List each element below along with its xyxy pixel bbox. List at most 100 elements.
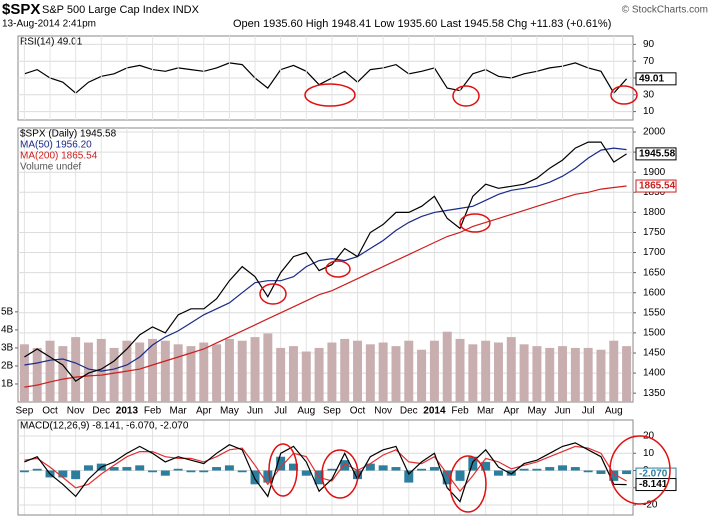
y-tick-label: 1350 (643, 388, 666, 399)
end-label-box (635, 179, 677, 193)
bar (506, 470, 516, 476)
bar (340, 460, 350, 471)
bar (122, 467, 132, 471)
bar (199, 470, 209, 473)
end-label: -2.070 (639, 469, 668, 480)
bar (378, 465, 388, 471)
series-line (24, 442, 627, 503)
bar (263, 333, 273, 402)
bar (71, 337, 81, 402)
legend-entry: MACD(12,26,9) -8.141, -6.070, -2.070 (20, 421, 189, 432)
bar (493, 470, 503, 476)
end-label: -8.141 (639, 479, 668, 490)
end-label-box (635, 72, 677, 86)
bar (365, 463, 375, 471)
bar (417, 349, 427, 402)
bar (519, 468, 529, 471)
y2-tick-label: 3B (1, 343, 14, 354)
bar (583, 347, 593, 402)
bar (173, 344, 183, 402)
y-tick-label: -20 (643, 500, 658, 511)
bar (583, 470, 593, 473)
bar (288, 463, 298, 471)
bar (314, 347, 324, 402)
bar (519, 344, 529, 402)
bar (493, 342, 503, 402)
x-tick-label: Feb (451, 406, 469, 417)
bar (173, 468, 183, 471)
bar (609, 340, 619, 402)
annotations (259, 83, 671, 513)
x-tick-label: Jun (247, 406, 263, 417)
series-line (24, 185, 627, 388)
y-tick-label: 20 (643, 431, 655, 442)
y-tick-label: 1450 (643, 348, 666, 359)
bar (83, 342, 93, 402)
bar (327, 468, 337, 471)
x-tick-label: Mar (170, 406, 188, 417)
y2-tick-label: 2B (1, 361, 14, 372)
bar (481, 461, 491, 471)
y-tick-label: 1400 (643, 368, 666, 379)
x-tick-label: Sep (16, 406, 34, 417)
index-name: S&P 500 Large Cap Index INDX (42, 4, 200, 16)
y-tick-label: 70 (643, 56, 655, 67)
x-tick-label: May (220, 406, 239, 417)
bar (442, 470, 452, 485)
bar (558, 346, 568, 402)
bar (19, 344, 29, 402)
bar (224, 338, 234, 402)
bar (212, 344, 222, 402)
bar (301, 351, 311, 402)
annotation-circle (452, 85, 480, 107)
bar (532, 468, 542, 471)
bar (404, 340, 414, 402)
bar (404, 470, 414, 483)
y-tick-label: 90 (643, 39, 655, 50)
annotation-circle (459, 213, 491, 233)
annotation-circle (259, 283, 287, 305)
legend-entry: MA(200) 1865.54 (20, 151, 98, 162)
bar (622, 346, 632, 402)
series-line (24, 445, 627, 493)
x-tick-label: Nov (374, 406, 392, 417)
bar (45, 340, 55, 402)
x-tick-label: Sep (323, 406, 341, 417)
bar (378, 342, 388, 402)
bar (391, 467, 401, 471)
bar (391, 346, 401, 402)
legend-entry: $SPX (Daily) 1945.58 (20, 129, 117, 140)
bar (609, 470, 619, 481)
legend-entry: MA(50) 1956.20 (20, 140, 92, 151)
y-tick-label: 1500 (643, 328, 666, 339)
x-tick-label: Apr (196, 406, 212, 417)
bar (71, 470, 81, 480)
x-tick-label: Feb (144, 406, 162, 417)
y-tick-label: 2000 (643, 127, 666, 138)
y-tick-label: 30 (643, 89, 655, 100)
x-tick-label: Mar (477, 406, 495, 417)
bar (417, 468, 427, 471)
y-tick-label: 1550 (643, 307, 666, 318)
x-tick-label: Jul (274, 406, 287, 417)
bar (429, 340, 439, 402)
annotation-circle (304, 83, 356, 107)
bar (301, 470, 311, 476)
bar (237, 340, 247, 402)
end-label-box (635, 147, 677, 161)
bar (199, 342, 209, 402)
y2-tick-label: 4B (1, 325, 14, 336)
bar (32, 468, 42, 471)
x-tick-label: Oct (42, 406, 58, 417)
x-tick-label: May (527, 406, 546, 417)
series-line (24, 141, 627, 382)
bar (237, 470, 247, 473)
end-label: 1945.58 (639, 149, 676, 160)
bar (186, 470, 196, 473)
bar (353, 340, 363, 402)
bar (83, 465, 93, 471)
bar (96, 338, 106, 402)
bar (224, 465, 234, 471)
bar (468, 344, 478, 402)
